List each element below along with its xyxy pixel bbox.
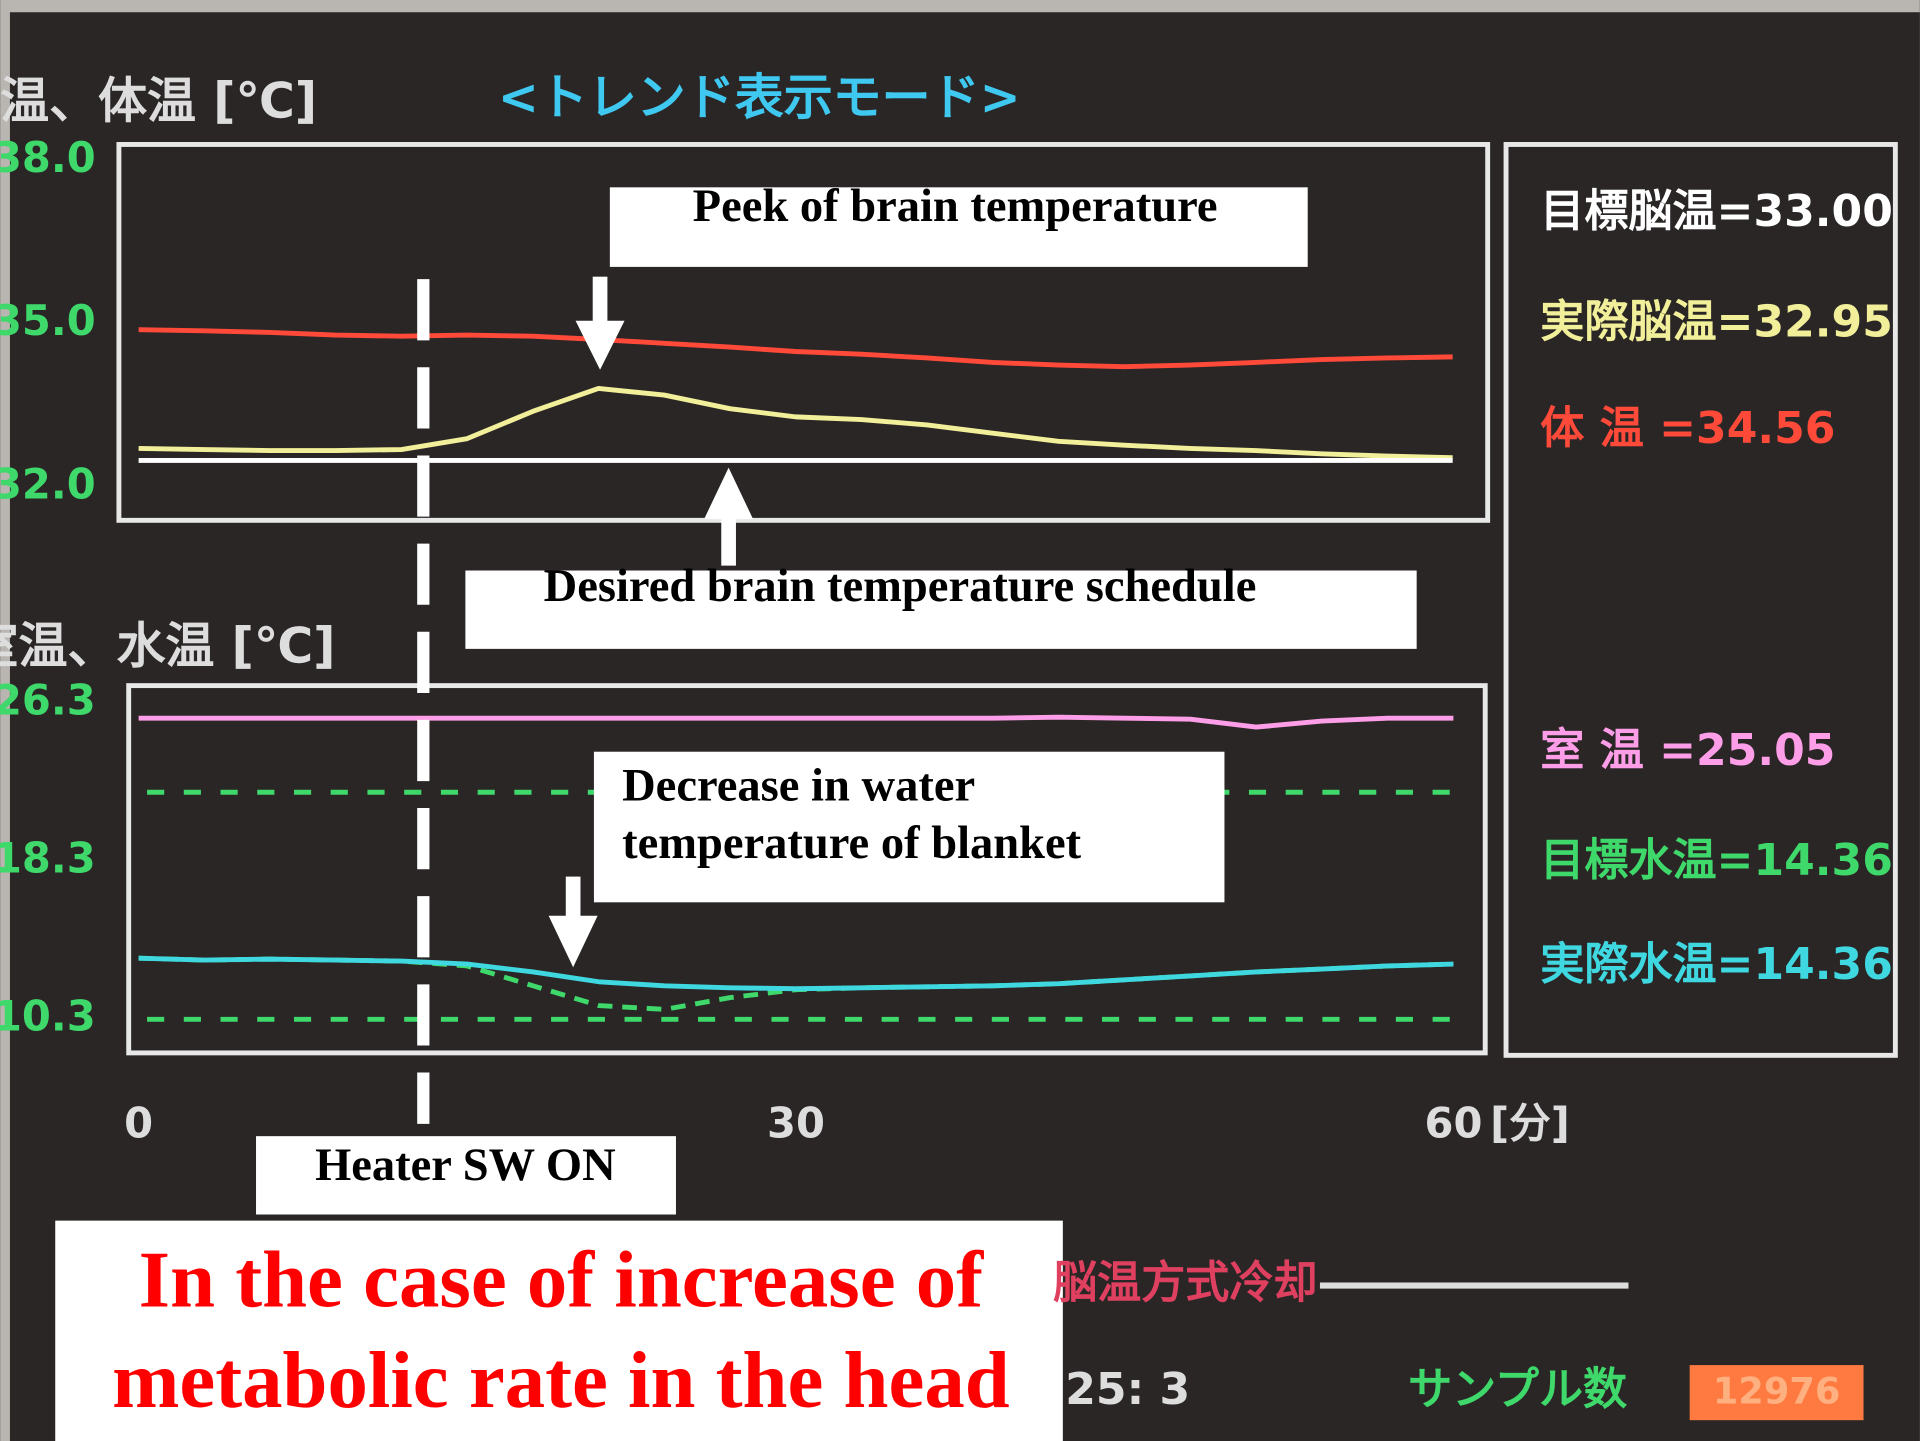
mode-title: <トレンド表示モード> <box>498 69 1021 126</box>
panel-value: 目標脳温=33.00 <box>1540 186 1893 237</box>
y-tick-label: 32.0 <box>0 460 96 509</box>
panel-value: 実際脳温=32.95 <box>1540 296 1893 347</box>
footer-time: 25: 3 <box>1065 1364 1190 1415</box>
note: temperature of blanket <box>622 818 1082 869</box>
footer-samples: 12976 <box>1713 1370 1841 1413</box>
panel-value: 目標水温=14.36 <box>1540 835 1893 886</box>
y-tick-label: 26.3 <box>0 675 96 724</box>
caption: In the case of increase of <box>139 1236 985 1325</box>
note: Desired brain temperature schedule <box>544 561 1257 612</box>
caption: metabolic rate in the head <box>112 1336 1010 1425</box>
note: Decrease in water <box>622 760 975 811</box>
note: Peek of brain temperature <box>693 181 1218 232</box>
y-tick-label: 18.3 <box>0 833 96 882</box>
panel-value: 実際水温=14.36 <box>1540 939 1893 990</box>
panel-value: 室 温 =25.05 <box>1540 725 1835 776</box>
chart-title: 脳温、体温 [℃] <box>0 73 317 130</box>
screen: <トレンド表示モード> 脳温、体温 [℃]38.0 35.0 32.0 室温、水温 [… <box>0 0 1920 1441</box>
x-tick-label: 30 <box>767 1098 825 1147</box>
footer-mode: 脳温方式冷却 <box>1053 1258 1317 1309</box>
y-tick-label: 10.3 <box>0 991 96 1040</box>
panel-value: 体 温 =34.56 <box>1540 403 1835 454</box>
footer-samples-label: サンプル数 <box>1408 1364 1628 1415</box>
chart-title: 室温、水温 [℃] <box>0 617 335 674</box>
x-axis-label: [分] <box>1490 1098 1570 1147</box>
y-tick-label: 35.0 <box>0 296 96 345</box>
x-tick-label: 0 <box>124 1098 153 1147</box>
note: Heater SW ON <box>315 1140 616 1191</box>
x-tick-label: 60 <box>1424 1098 1482 1147</box>
y-tick-label: 38.0 <box>0 133 96 182</box>
